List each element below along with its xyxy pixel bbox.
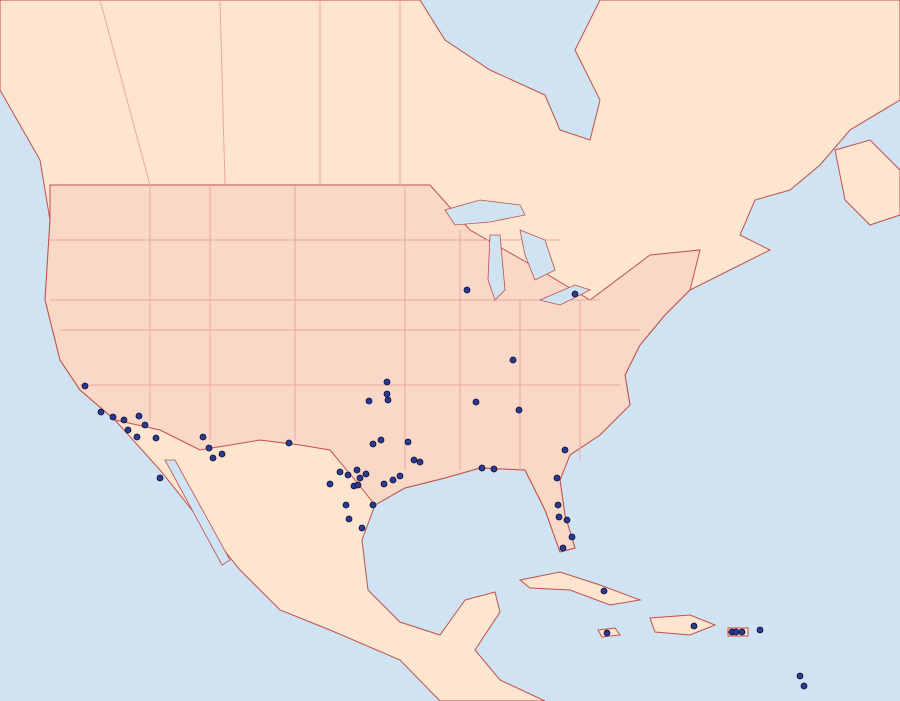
occurrence-dot-icon bbox=[410, 456, 418, 464]
occurrence-dot-icon bbox=[600, 587, 608, 595]
occurrence-dot-icon bbox=[356, 474, 364, 482]
lake-superior bbox=[444, 199, 526, 226]
occurrence-dot-icon bbox=[369, 501, 377, 509]
occurrence-dot-icon bbox=[383, 390, 391, 398]
occurrence-dot-icon bbox=[135, 412, 143, 420]
occurrence-dot-icon bbox=[559, 544, 567, 552]
occurrence-dot-icon bbox=[209, 454, 217, 462]
occurrence-dot-icon bbox=[81, 382, 89, 390]
occurrence-dot-icon bbox=[472, 398, 480, 406]
occurrence-markers bbox=[81, 286, 808, 690]
occurrence-dot-icon bbox=[561, 446, 569, 454]
occurrence-dot-icon bbox=[358, 524, 366, 532]
occurrence-dot-icon bbox=[199, 433, 207, 441]
boundary-line bbox=[99, 0, 151, 186]
occurrence-dot-icon bbox=[369, 440, 377, 448]
occurrence-dot-icon bbox=[732, 628, 740, 636]
occurrence-dot-icon bbox=[490, 465, 498, 473]
occurrence-dot-icon bbox=[205, 444, 213, 452]
occurrence-dot-icon bbox=[353, 466, 361, 474]
occurrence-dot-icon bbox=[362, 470, 370, 478]
occurrence-dot-icon bbox=[554, 501, 562, 509]
occurrence-dot-icon bbox=[141, 421, 149, 429]
occurrence-dot-icon bbox=[738, 628, 746, 636]
gulf-of-california bbox=[164, 459, 231, 566]
occurrence-dot-icon bbox=[416, 458, 424, 466]
occurrence-dot-icon bbox=[365, 397, 373, 405]
occurrence-dot-icon bbox=[377, 436, 385, 444]
occurrence-dot-icon bbox=[380, 480, 388, 488]
occurrence-dot-icon bbox=[555, 513, 563, 521]
occurrence-dot-icon bbox=[796, 672, 804, 680]
occurrence-dot-icon bbox=[120, 416, 128, 424]
occurrence-dot-icon bbox=[156, 474, 164, 482]
occurrence-dot-icon bbox=[463, 286, 471, 294]
occurrence-dot-icon bbox=[384, 396, 392, 404]
occurrence-dot-icon bbox=[389, 476, 397, 484]
occurrence-dot-icon bbox=[515, 406, 523, 414]
occurrence-dot-icon bbox=[383, 378, 391, 386]
county-boundaries bbox=[50, 0, 640, 470]
lake-huron bbox=[519, 229, 556, 281]
occurrence-dot-icon bbox=[690, 622, 698, 630]
occurrence-dot-icon bbox=[509, 356, 517, 364]
occurrence-dot-icon bbox=[133, 433, 141, 441]
occurrence-dot-icon bbox=[336, 468, 344, 476]
occurrence-dot-icon bbox=[563, 516, 571, 524]
boundary-line bbox=[219, 0, 226, 186]
occurrence-dot-icon bbox=[553, 474, 561, 482]
occurrence-dot-icon bbox=[124, 426, 132, 434]
occurrence-dot-icon bbox=[354, 481, 362, 489]
cuba bbox=[518, 571, 642, 606]
occurrence-dot-icon bbox=[396, 472, 404, 480]
occurrence-dot-icon bbox=[109, 413, 117, 421]
occurrence-dot-icon bbox=[152, 434, 160, 442]
occurrence-dot-icon bbox=[404, 438, 412, 446]
hispaniola bbox=[649, 614, 717, 636]
occurrence-dot-icon bbox=[342, 501, 350, 509]
occurrence-dot-icon bbox=[218, 450, 226, 458]
lake-michigan bbox=[487, 234, 506, 301]
occurrence-dot-icon bbox=[568, 533, 576, 541]
occurrence-dot-icon bbox=[800, 682, 808, 690]
occurrence-dot-icon bbox=[571, 290, 579, 298]
occurrence-dot-icon bbox=[756, 626, 764, 634]
lake-erie-ontario bbox=[538, 284, 592, 306]
occurrence-dot-icon bbox=[285, 439, 293, 447]
occurrence-dot-icon bbox=[603, 629, 611, 637]
occurrence-dot-icon bbox=[345, 515, 353, 523]
occurrence-dot-icon bbox=[478, 464, 486, 472]
occurrence-dot-icon bbox=[344, 471, 352, 479]
newfoundland bbox=[834, 139, 900, 226]
occurrence-dot-icon bbox=[97, 408, 105, 416]
occurrence-dot-icon bbox=[326, 480, 334, 488]
